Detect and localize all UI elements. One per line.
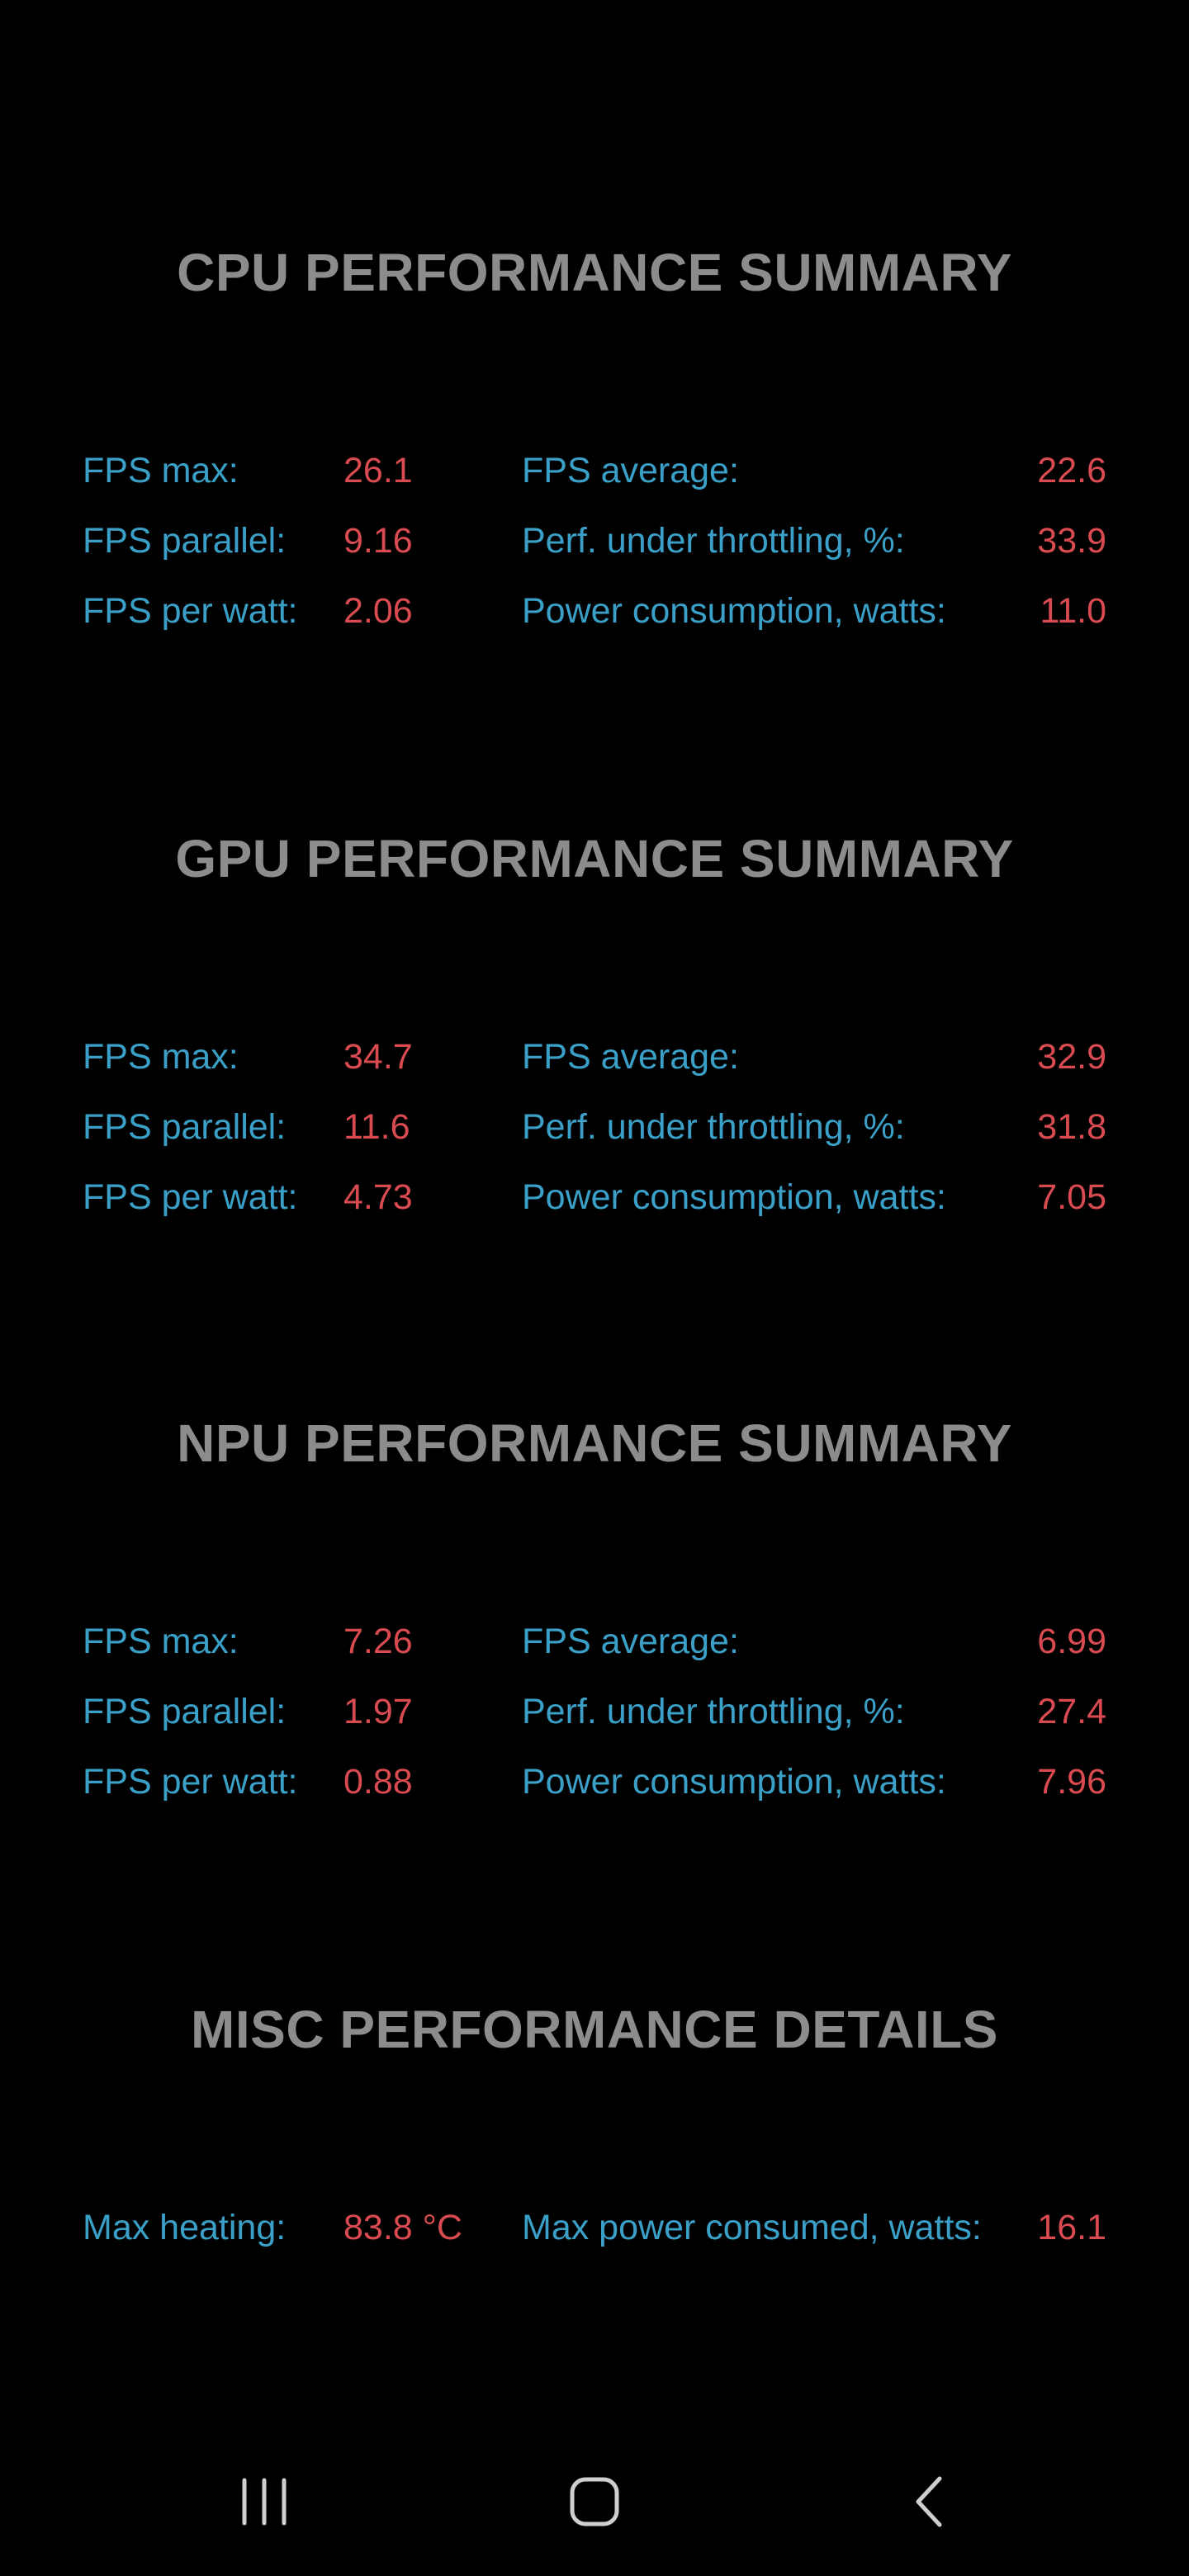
- npu-power-label: Power consumption, watts:: [522, 1762, 946, 1802]
- home-button[interactable]: [528, 2427, 661, 2576]
- npu-fps-per-watt-label: FPS per watt:: [83, 1762, 298, 1802]
- cpu-throttling-value: 33.9: [1037, 521, 1106, 561]
- cpu-power-label: Power consumption, watts:: [522, 591, 946, 631]
- cpu-fps-average-value: 22.6: [1037, 451, 1106, 490]
- max-power-consumed-value: 16.1: [1037, 2208, 1106, 2247]
- npu-fps-parallel-value: 1.97: [343, 1692, 413, 1731]
- cpu-fps-average-label: FPS average:: [522, 451, 739, 490]
- npu-fps-max-label: FPS max:: [83, 1622, 239, 1661]
- npu-power-value: 7.96: [1037, 1762, 1106, 1802]
- npu-fps-per-watt-value: 0.88: [343, 1762, 413, 1802]
- recents-icon: [242, 2478, 287, 2526]
- misc-section-title: MISC PERFORMANCE DETAILS: [191, 2000, 998, 2059]
- gpu-fps-per-watt-label: FPS per watt:: [83, 1177, 298, 1217]
- cpu-fps-per-watt-label: FPS per watt:: [83, 591, 298, 631]
- cpu-fps-parallel-value: 9.16: [343, 521, 413, 561]
- navigation-bar: [0, 2427, 1189, 2576]
- npu-section-title: NPU PERFORMANCE SUMMARY: [177, 1413, 1012, 1473]
- npu-fps-average-value: 6.99: [1037, 1622, 1106, 1661]
- npu-throttling-value: 27.4: [1037, 1692, 1106, 1731]
- gpu-section-title: GPU PERFORMANCE SUMMARY: [175, 829, 1014, 888]
- gpu-power-value: 7.05: [1037, 1177, 1106, 1217]
- home-icon: [570, 2477, 619, 2526]
- max-heating-label: Max heating:: [83, 2208, 287, 2247]
- cpu-fps-max-label: FPS max:: [83, 451, 239, 490]
- max-heating-value: 83.8 °C: [343, 2208, 462, 2247]
- back-button[interactable]: [864, 2427, 996, 2576]
- gpu-fps-per-watt-value: 4.73: [343, 1177, 413, 1217]
- gpu-throttling-label: Perf. under throttling, %:: [522, 1107, 905, 1147]
- gpu-power-label: Power consumption, watts:: [522, 1177, 946, 1217]
- gpu-throttling-value: 31.8: [1037, 1107, 1106, 1147]
- npu-throttling-label: Perf. under throttling, %:: [522, 1692, 905, 1731]
- gpu-fps-average-value: 32.9: [1037, 1037, 1106, 1077]
- gpu-fps-max-value: 34.7: [343, 1037, 413, 1077]
- cpu-fps-per-watt-value: 2.06: [343, 591, 413, 631]
- cpu-power-value: 11.0: [1040, 591, 1107, 631]
- back-icon: [916, 2476, 942, 2527]
- npu-fps-average-label: FPS average:: [522, 1622, 739, 1661]
- gpu-fps-average-label: FPS average:: [522, 1037, 739, 1077]
- gpu-fps-max-label: FPS max:: [83, 1037, 239, 1077]
- npu-fps-parallel-label: FPS parallel:: [83, 1692, 287, 1731]
- cpu-fps-max-value: 26.1: [343, 451, 413, 490]
- cpu-section-title: CPU PERFORMANCE SUMMARY: [177, 243, 1012, 302]
- cpu-fps-parallel-label: FPS parallel:: [83, 521, 287, 561]
- gpu-fps-parallel-label: FPS parallel:: [83, 1107, 287, 1147]
- npu-fps-max-value: 7.26: [343, 1622, 413, 1661]
- recents-button[interactable]: [198, 2427, 330, 2576]
- gpu-fps-parallel-value: 11.6: [343, 1107, 410, 1147]
- max-power-consumed-label: Max power consumed, watts:: [522, 2208, 982, 2247]
- cpu-throttling-label: Perf. under throttling, %:: [522, 521, 905, 561]
